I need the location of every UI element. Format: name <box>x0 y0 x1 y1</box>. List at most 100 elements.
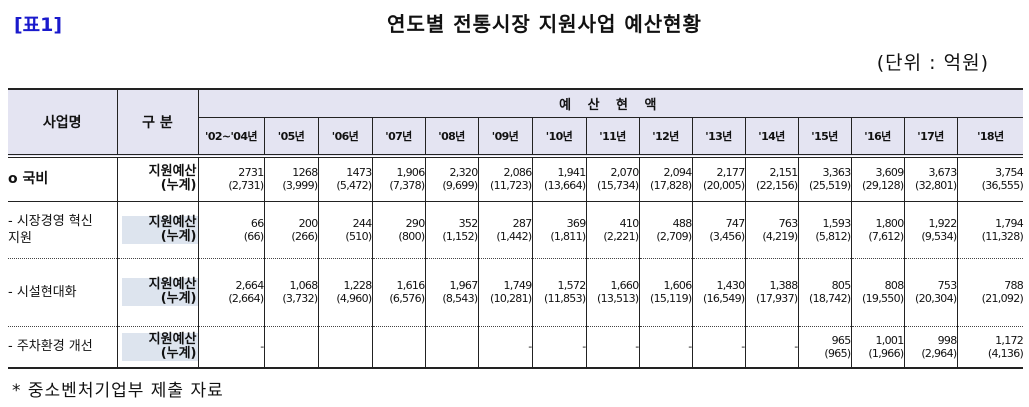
cumulative-value: (13,664) <box>544 179 586 193</box>
annual-value: - <box>688 340 692 354</box>
cumulative-value: (9,534) <box>921 229 957 243</box>
annual-value: 66 <box>250 216 264 230</box>
cumulative-value: (17,937) <box>756 292 798 305</box>
category-label: 지원예산 (누계) <box>121 215 198 244</box>
cumulative-value: (9,699) <box>442 179 478 193</box>
annual-value: 1,068 <box>289 279 319 292</box>
budget-cell: 2731 (2,731) <box>197 156 265 202</box>
cumulative-value: (510) <box>345 229 372 243</box>
budget-cell: 369 (1,811) <box>531 201 587 259</box>
cumulative-value: (7,378) <box>389 179 425 193</box>
cumulative-value: (266) <box>291 229 318 243</box>
annual-value: 1,660 <box>610 279 640 292</box>
annual-value: 3,673 <box>928 166 958 180</box>
header-year: '15년 <box>797 117 852 158</box>
annual-value: 1,388 <box>769 279 799 292</box>
cumulative-value: (17,828) <box>650 179 692 193</box>
business-name: o 국비 <box>8 156 118 202</box>
budget-cell: 2,320 (9,699) <box>424 156 479 202</box>
cumulative-value: (19,550) <box>862 292 904 305</box>
category-label: 지원예산 (누계) <box>118 165 198 193</box>
year-header-row: '02~'04년 '05년 '06년 '07년 '08년 '09년 '10년 '11년 '12년… <box>8 117 1024 158</box>
header-year: '02~'04년 <box>198 117 265 158</box>
cumulative-value: (3,456) <box>709 229 745 243</box>
budget-cell <box>424 326 479 368</box>
header-year: '06년 <box>317 117 373 158</box>
cumulative-value: (2,221) <box>603 229 639 243</box>
annual-value: - <box>635 340 639 354</box>
table-row: - 시설현대화 지원예산 (누계) 2,664 (2,664) 1,068 (3,732) 1… <box>8 258 1024 327</box>
header-year: '18년 <box>956 117 1024 158</box>
budget-cell: 788 (21,092) <box>956 258 1024 327</box>
cumulative-value: (1,152) <box>442 229 478 243</box>
cumulative-value: (4,136) <box>987 346 1024 360</box>
budget-cell: 3,363 (25,519) <box>797 156 852 202</box>
header-year: '10년 <box>531 117 587 158</box>
annual-value: 488 <box>672 216 693 230</box>
budget-cell: 352 (1,152) <box>424 201 479 259</box>
cumulative-value: (25,519) <box>809 179 851 193</box>
cumulative-value: (7,612) <box>868 229 904 243</box>
annual-value: 287 <box>512 216 533 230</box>
budget-cell: 808 (19,550) <box>850 258 905 327</box>
header-year: '07년 <box>371 117 426 158</box>
cumulative-value: (1,966) <box>868 346 904 360</box>
annual-value: 2,151 <box>769 166 799 180</box>
budget-cell: 1,001 (1,966) <box>850 326 905 368</box>
annual-value: 2731 <box>238 166 264 180</box>
cumulative-value: (6,576) <box>389 292 425 305</box>
cumulative-value: (965) <box>824 346 851 360</box>
budget-cell: 1,430 (16,549) <box>691 258 746 327</box>
category-main: 지원예산 <box>148 277 197 292</box>
category-cell: 지원예산 (누계) <box>116 326 199 368</box>
budget-cell: 2,086 (11,723) <box>477 156 533 202</box>
budget-cell: 1,172 (4,136) <box>956 326 1024 368</box>
budget-cell: 3,754 (36,555) <box>956 156 1024 202</box>
annual-value: 1,430 <box>716 279 746 292</box>
annual-value: 788 <box>1004 279 1024 292</box>
category-label: 지원예산 (누계) <box>121 332 198 361</box>
budget-cell: - <box>531 326 587 368</box>
header-year: '08년 <box>424 117 479 158</box>
cumulative-value: (18,742) <box>809 292 851 305</box>
annual-value: 352 <box>458 216 479 230</box>
cumulative-value: (22,156) <box>756 179 798 193</box>
annual-value: - <box>260 340 264 354</box>
header-budget-group: 예 산 현 액 <box>197 89 1024 118</box>
annual-value: 1,593 <box>822 216 852 230</box>
budget-cell <box>317 326 373 368</box>
cumulative-value: (2,964) <box>921 346 957 360</box>
budget-cell: 1,922 (9,534) <box>903 201 958 259</box>
header-category: 구 분 <box>116 89 199 158</box>
budget-cell: - <box>744 326 799 368</box>
cumulative-value: (10,281) <box>490 292 532 305</box>
annual-value: - <box>528 340 532 354</box>
header-year: '12년 <box>638 117 693 158</box>
cumulative-value: (5,472) <box>336 179 372 193</box>
category-cell: 지원예산 (누계) <box>116 156 199 202</box>
category-sub: (누계) <box>160 178 197 194</box>
budget-cell: 1,388 (17,937) <box>744 258 799 327</box>
annual-value: 805 <box>831 279 852 292</box>
budget-cell: 1,967 (8,543) <box>424 258 479 327</box>
annual-value: 747 <box>725 216 746 230</box>
annual-value: 1,749 <box>503 279 533 292</box>
cumulative-value: (4,960) <box>336 292 372 305</box>
annual-value: 1,922 <box>928 216 958 230</box>
annual-value: 753 <box>937 279 958 292</box>
cumulative-value: (29,128) <box>862 179 904 193</box>
annual-value: 290 <box>405 216 426 230</box>
table-row: - 시장경영 혁신지원 지원예산 (누계) 66 (66) 200 (266) 244 (510… <box>8 201 1024 259</box>
annual-value: 763 <box>778 216 799 230</box>
annual-value: 1,228 <box>343 279 373 292</box>
cumulative-value: (2,731) <box>228 179 264 193</box>
budget-cell: 1,593 (5,812) <box>797 201 852 259</box>
annual-value: 808 <box>884 279 905 292</box>
annual-value: 1,572 <box>557 279 587 292</box>
header-year: '14년 <box>744 117 799 158</box>
annual-value: 3,363 <box>822 166 852 180</box>
business-name: - 시설현대화 <box>8 258 118 327</box>
budget-cell: 965 (965) <box>797 326 852 368</box>
budget-cell: 3,673 (32,801) <box>903 156 958 202</box>
cumulative-value: (8,543) <box>442 292 478 305</box>
